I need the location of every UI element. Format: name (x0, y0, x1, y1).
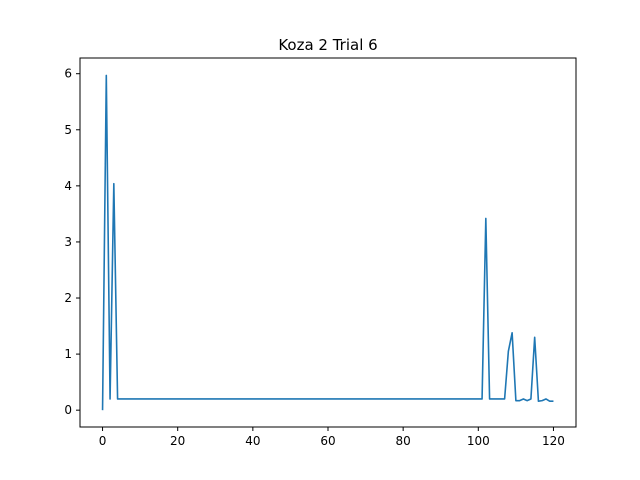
y-tick-label: 3 (64, 235, 72, 249)
chart-title: Koza 2 Trial 6 (278, 36, 377, 54)
y-tick-label: 2 (64, 291, 72, 305)
y-tick-label: 5 (64, 123, 72, 137)
x-tick-label: 100 (467, 434, 490, 448)
series-line (101, 74, 554, 411)
x-tick-label: 0 (99, 434, 107, 448)
x-tick-label: 40 (245, 434, 260, 448)
y-tick-label: 1 (64, 347, 72, 361)
axes-frame (79, 57, 577, 428)
axis-ticks: 0 20 40 60 80 100 120 0 1 2 3 4 5 6 (64, 67, 565, 448)
plot-area (101, 74, 554, 411)
x-tick-label: 60 (320, 434, 335, 448)
x-tick-label: 120 (542, 434, 565, 448)
x-tick-label: 20 (170, 434, 185, 448)
y-tick-label: 0 (64, 403, 72, 417)
x-tick-label: 80 (396, 434, 411, 448)
y-tick-label: 6 (64, 67, 72, 81)
y-tick-label: 4 (64, 179, 72, 193)
